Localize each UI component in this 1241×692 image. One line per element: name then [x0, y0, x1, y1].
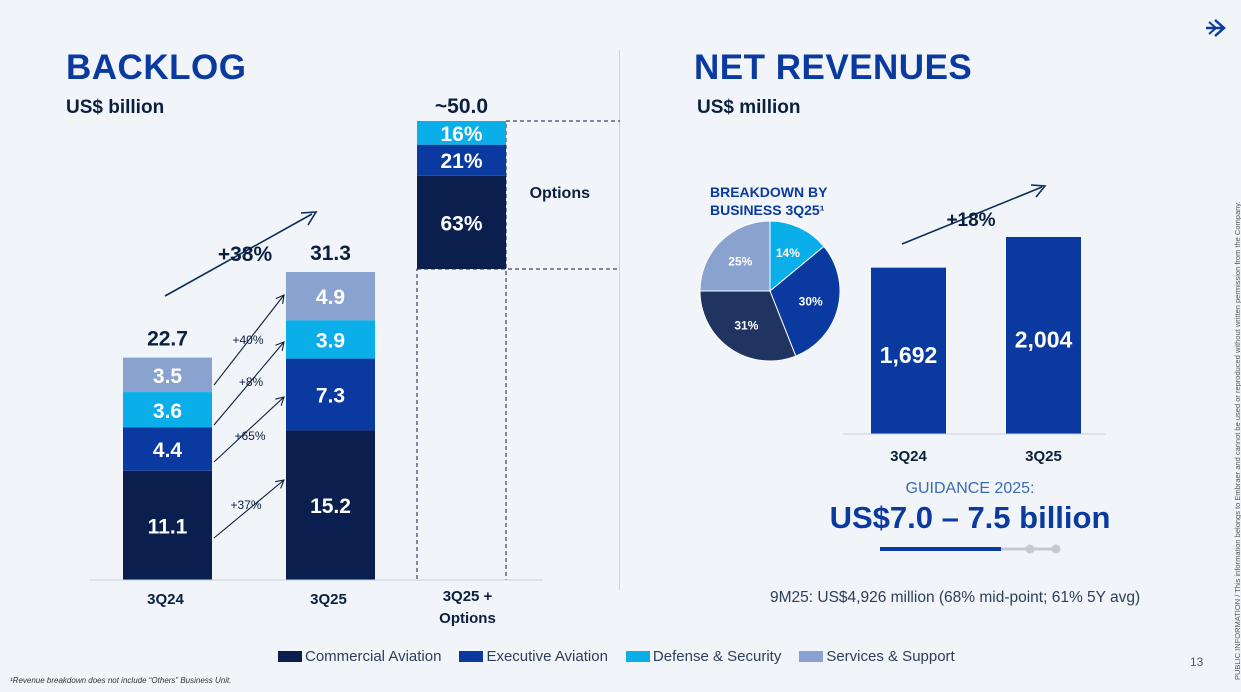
embraer-arrow-icon: [1206, 19, 1226, 37]
chart-legend: Commercial Aviation Executive Aviation Def…: [278, 648, 963, 665]
options-bar-segment: [417, 121, 506, 145]
backlog-bar-segment: [286, 272, 375, 321]
backlog-title: BACKLOG: [66, 48, 247, 87]
disclaimer-text: This information belongs to Embraer and …: [1233, 201, 1241, 593]
guidance-value: US$7.0 – 7.5 billion: [829, 500, 1111, 535]
backlog-bar-segment: [286, 430, 375, 580]
net-revenues-chart: 1,692 3Q24 2,004 3Q25 +18%: [843, 184, 1106, 465]
backlog-bar-segment: [123, 392, 212, 428]
legend-swatch: [799, 651, 824, 662]
legend-label: Commercial Aviation: [305, 648, 442, 665]
options-category-label-line1: 3Q25 +: [443, 588, 493, 605]
guidance-label: GUIDANCE 2025:: [905, 480, 1035, 497]
revenue-breakdown-pie: BREAKDOWN BY BUSINESS 3Q25¹ 14% 30% 31% 25%: [699, 184, 841, 362]
backlog-segment-label: 11.1: [148, 515, 188, 538]
options-bar-segment: [417, 175, 506, 269]
segment-growth-arrowhead: [275, 479, 285, 489]
revenue-bar: [1006, 237, 1081, 434]
backlog-growth-label: +38%: [218, 243, 273, 266]
backlog-category-label: 3Q25: [310, 591, 347, 608]
pie-slice-label: 14%: [776, 246, 800, 260]
backlog-segment-label: 4.9: [316, 286, 345, 309]
segment-growth-label: +37%: [230, 498, 261, 512]
side-disclaimer: PUBLIC INFORMATION / This information be…: [1233, 201, 1241, 680]
backlog-bar-segment: [123, 357, 212, 393]
nine-months-summary: 9M25: US$4,926 million (68% mid-point; 6…: [770, 589, 1141, 606]
backlog-segment-label: 4.4: [153, 439, 183, 462]
backlog-segment-label: 7.3: [316, 385, 345, 408]
revenue-growth-label: +18%: [946, 210, 995, 231]
segment-growth-arrow: [213, 341, 285, 426]
revenue-category-label: 3Q25: [1025, 448, 1062, 465]
segment-growth-arrow: [213, 396, 285, 463]
backlog-segment-label: 3.9: [316, 329, 345, 352]
backlog-chart: 11.1 4.4 3.6 3.5 22.7 3Q24 15.2 7.3 3.9 4.9 31.3 3Q…: [90, 95, 620, 627]
legend-swatch: [459, 651, 484, 662]
backlog-total-label: 31.3: [310, 242, 351, 265]
legend-item: Executive Aviation: [459, 648, 608, 665]
segment-growth-arrow: [213, 294, 285, 386]
classification: PUBLIC INFORMATION: [1233, 598, 1241, 680]
legend-item: Services & Support: [799, 648, 955, 665]
pie-slice-label: 30%: [799, 294, 823, 308]
pie-title-line2: BUSINESS 3Q25¹: [710, 202, 825, 218]
segment-growth-label: +65%: [234, 429, 265, 443]
pie-slice-label: 31%: [734, 319, 758, 333]
section-divider: [619, 50, 620, 590]
pie-slice-label: 25%: [728, 254, 752, 268]
revenue-bar-label: 2,004: [1015, 327, 1073, 353]
options-current-outline: [416, 268, 507, 581]
backlog-total-label: 22.7: [147, 328, 188, 351]
segment-growth-label: +40%: [232, 333, 263, 347]
options-segment-label: 63%: [440, 212, 482, 235]
legend-item: Defense & Security: [625, 648, 782, 665]
options-segment-label: 16%: [440, 123, 482, 146]
legend-swatch: [625, 651, 650, 662]
backlog-bar-segment: [123, 470, 212, 580]
pie-title-line1: BREAKDOWN BY: [710, 184, 828, 200]
pie-slice: [699, 290, 797, 362]
pie-slice: [769, 220, 825, 293]
segment-growth-arrowhead: [275, 341, 285, 351]
segment-growth-arrowhead: [275, 396, 285, 406]
backlog-bar-segment: [286, 358, 375, 431]
legend-label: Services & Support: [826, 648, 955, 665]
backlog-growth-arrow: [164, 213, 313, 297]
options-segment-label: 21%: [440, 150, 482, 173]
net-revenues-title: NET REVENUES: [694, 48, 973, 87]
options-label: Options: [530, 185, 591, 202]
guidance-progress: [880, 544, 1061, 554]
segment-growth-label: +8%: [239, 375, 264, 389]
footnote: ¹Revenue breakdown does not include “Oth…: [10, 676, 232, 685]
legend-label: Executive Aviation: [486, 648, 608, 665]
backlog-bar-segment: [286, 320, 375, 359]
options-total-label: ~50.0: [435, 95, 488, 118]
revenue-growth-arrow: [901, 186, 1043, 245]
segment-growth-arrowhead: [275, 294, 285, 304]
pie-slice: [699, 220, 771, 292]
backlog-bar-segment: [123, 427, 212, 471]
backlog-segment-label: 3.6: [153, 400, 182, 423]
backlog-unit: US$ billion: [66, 97, 165, 118]
options-bar-segment: [417, 144, 506, 176]
revenue-bar: [871, 267, 946, 434]
backlog-category-label: 3Q24: [147, 591, 184, 608]
legend-swatch: [278, 651, 302, 662]
backlog-segment-label: 15.2: [310, 495, 351, 518]
pie-slice: [769, 245, 841, 357]
net-revenues-unit: US$ million: [697, 97, 801, 118]
guidance-progress-dot: [1051, 544, 1061, 554]
backlog-segment-label: 3.5: [153, 365, 183, 388]
page-number: 13: [1190, 655, 1204, 669]
revenue-bar-label: 1,692: [880, 342, 938, 368]
options-category-label-line2: Options: [439, 610, 496, 627]
legend-item: Commercial Aviation: [278, 648, 441, 665]
segment-growth-arrow: [213, 479, 285, 539]
guidance-progress-dot: [1025, 544, 1035, 554]
legend-label: Defense & Security: [652, 648, 782, 665]
revenue-category-label: 3Q24: [890, 448, 927, 465]
